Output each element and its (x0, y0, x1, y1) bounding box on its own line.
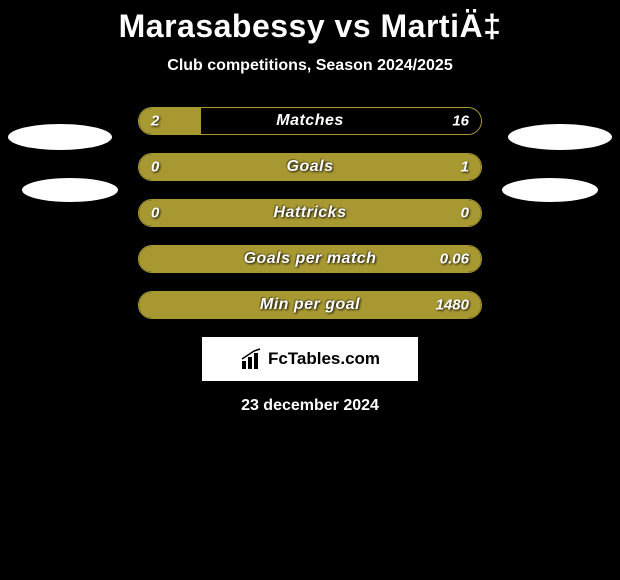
page-title: Marasabessy vs MartiÄ‡ (0, 0, 620, 45)
decorative-ellipse (508, 124, 612, 150)
subtitle: Club competitions, Season 2024/2025 (0, 57, 620, 75)
stat-label: Matches (139, 112, 481, 130)
stat-label: Goals (139, 158, 481, 176)
stat-value-right: 1480 (436, 297, 469, 314)
stat-value-right: 0.06 (440, 251, 469, 268)
stat-label: Min per goal (139, 296, 481, 314)
logo-text: FcTables.com (268, 349, 380, 369)
decorative-ellipse (8, 124, 112, 150)
stat-row: 2Matches16 (138, 107, 482, 135)
stat-label: Hattricks (139, 204, 481, 222)
stat-row: Goals per match0.06 (138, 245, 482, 273)
stat-value-right: 16 (452, 113, 469, 130)
stat-value-right: 0 (461, 205, 469, 222)
decorative-ellipse (22, 178, 118, 202)
stat-row: Min per goal1480 (138, 291, 482, 319)
stat-row: 0Goals1 (138, 153, 482, 181)
decorative-ellipse (502, 178, 598, 202)
chart-icon (240, 347, 264, 371)
fctables-logo[interactable]: FcTables.com (202, 337, 418, 381)
date-text: 23 december 2024 (0, 397, 620, 415)
stat-label: Goals per match (139, 250, 481, 268)
stat-value-right: 1 (461, 159, 469, 176)
stat-row: 0Hattricks0 (138, 199, 482, 227)
